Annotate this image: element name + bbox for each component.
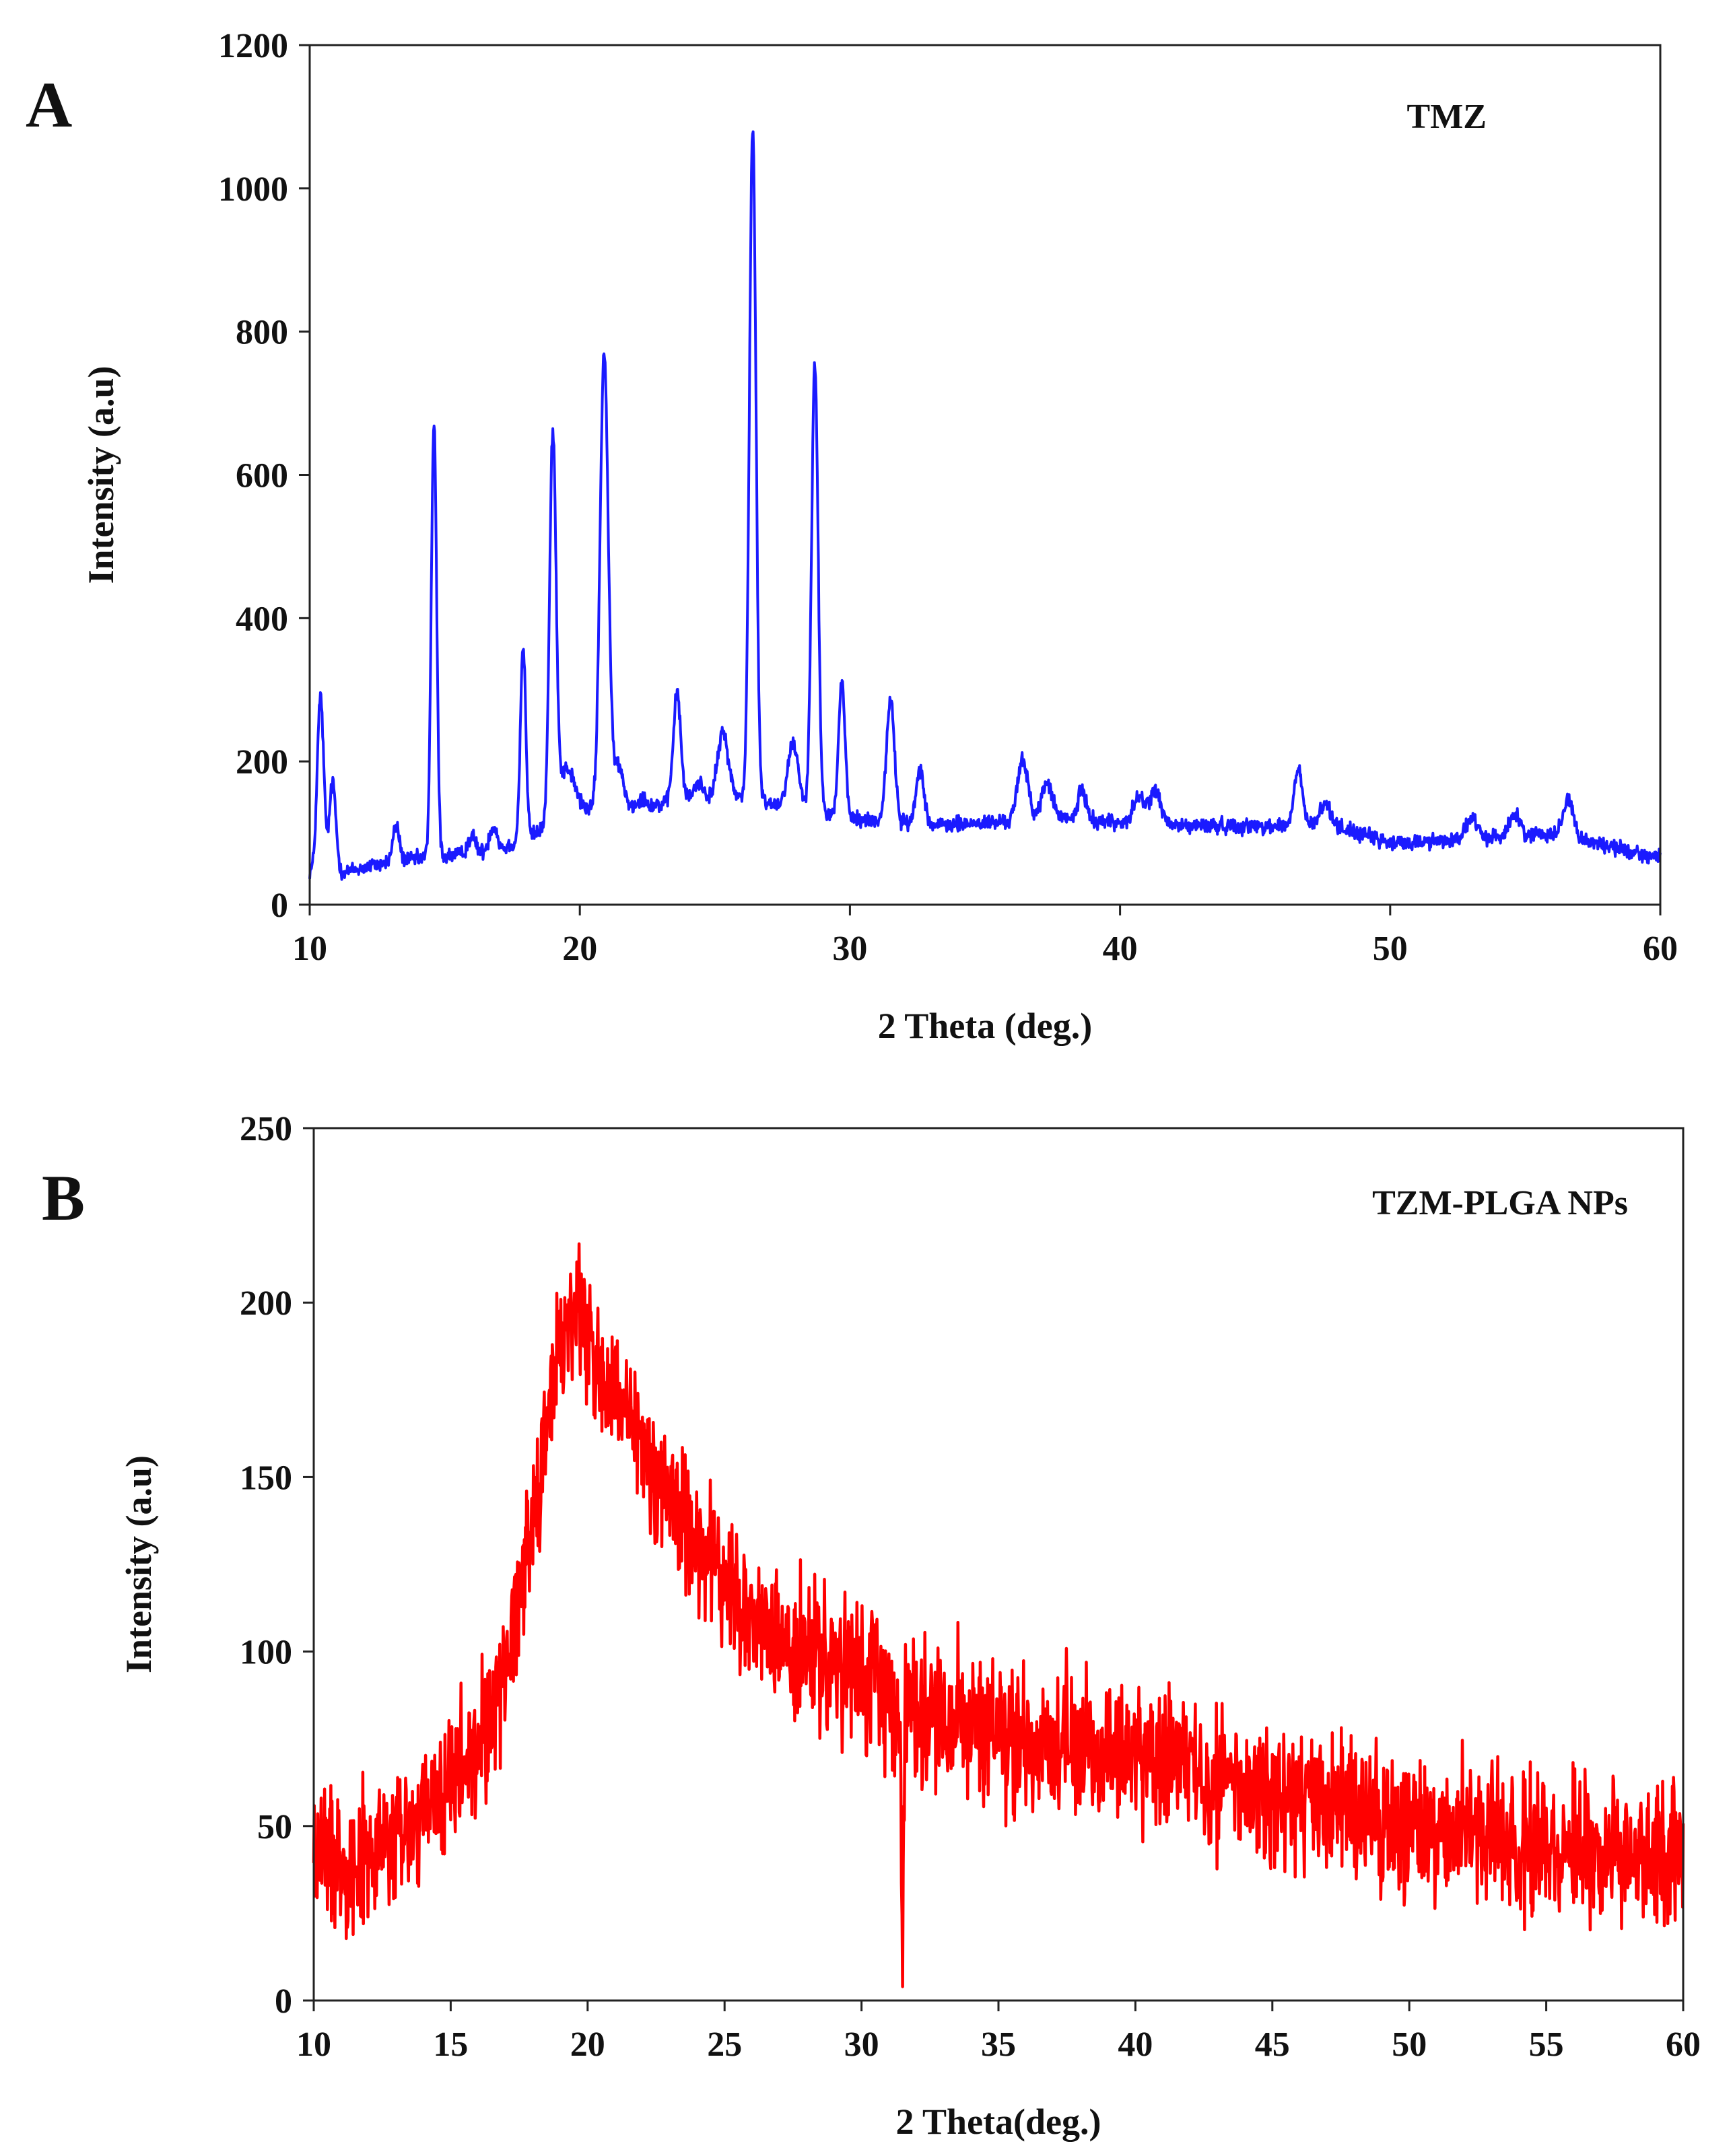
x-tick-label: 20 xyxy=(570,2025,605,2064)
y-tick-label: 1000 xyxy=(218,170,288,209)
panel-label: A xyxy=(26,69,72,141)
series-label: TMZ xyxy=(1407,98,1487,136)
x-axis-label: 2 Theta(deg.) xyxy=(896,2101,1101,2142)
y-tick-label: 100 xyxy=(240,1634,292,1672)
x-tick-label: 30 xyxy=(844,2025,879,2064)
y-tick-label: 200 xyxy=(236,743,288,781)
y-tick-label: 400 xyxy=(236,600,288,638)
chart-panel-b: 10 15 20 25 30 35 40 45 50 55 60 0 50 100 150 200 250 2 T… xyxy=(42,1110,1701,2142)
x-tick-label: 40 xyxy=(1118,2025,1153,2064)
x-tick-label: 35 xyxy=(981,2025,1016,2064)
y-tick-label: 250 xyxy=(240,1110,292,1148)
x-tick-label: 55 xyxy=(1529,2025,1564,2064)
y-tick-label: 200 xyxy=(240,1284,292,1323)
x-tick-label: 10 xyxy=(296,2025,331,2064)
y-tick-label: 800 xyxy=(236,314,288,352)
x-tick-label: 45 xyxy=(1255,2025,1290,2064)
y-tick-label: 150 xyxy=(240,1459,292,1497)
x-tick-label: 40 xyxy=(1103,930,1138,968)
x-tick-label: 25 xyxy=(707,2025,742,2064)
y-tick-label: 1200 xyxy=(218,27,288,65)
x-tick-label: 10 xyxy=(292,930,327,968)
x-tick-label: 20 xyxy=(562,930,597,968)
x-tick-label: 60 xyxy=(1643,930,1678,968)
x-tick-label: 60 xyxy=(1666,2025,1701,2064)
series-label: TZM-PLGA NPs xyxy=(1372,1184,1628,1222)
data-series-line xyxy=(312,1242,1685,1988)
x-tick-label: 15 xyxy=(433,2025,468,2064)
panel-label: B xyxy=(42,1162,85,1234)
y-tick-label: 0 xyxy=(271,886,288,925)
y-axis-label: Intensity (a.u) xyxy=(118,1455,159,1673)
data-series-line xyxy=(308,130,1662,881)
y-tick-label: 50 xyxy=(257,1808,292,1846)
y-axis-label: Intensity (a.u) xyxy=(81,366,121,584)
x-tick-label: 30 xyxy=(832,930,867,968)
plot-frame xyxy=(308,44,1662,906)
x-tick-label: 50 xyxy=(1392,2025,1427,2064)
y-tick-label: 600 xyxy=(236,457,288,495)
x-tick-label: 50 xyxy=(1373,930,1408,968)
y-tick-label: 0 xyxy=(275,1982,292,2021)
x-axis-label: 2 Theta (deg.) xyxy=(878,1006,1093,1046)
